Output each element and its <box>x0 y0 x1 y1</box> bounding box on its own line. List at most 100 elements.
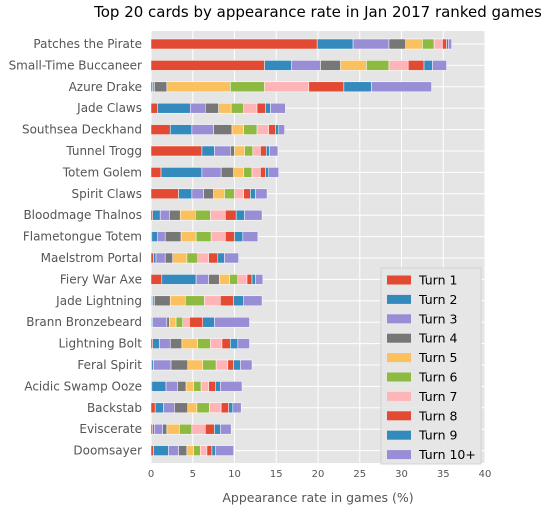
bar-segment <box>234 188 244 200</box>
x-tick-label: 0 <box>148 469 154 480</box>
bar-segment <box>185 381 194 392</box>
bar-segment <box>264 81 310 93</box>
bar-segment <box>157 231 166 242</box>
bar-segment <box>320 60 341 71</box>
bar-segment <box>256 102 266 114</box>
bar-segment <box>265 102 271 114</box>
bar-segment <box>150 445 154 456</box>
legend-swatch <box>387 275 411 285</box>
bar-segment <box>243 188 251 200</box>
bar-segment <box>234 145 245 157</box>
bar-segment <box>150 423 153 435</box>
bar-segment <box>187 359 204 371</box>
bar-segment <box>229 274 239 285</box>
bar-segment <box>405 38 423 50</box>
legend: Turn 1 Turn 2 Turn 3 Turn 4 Turn 5 Turn 6 Turn… <box>380 267 482 465</box>
bar-segment <box>186 252 199 264</box>
bar-segment <box>214 316 250 328</box>
legend-label: Turn 2 <box>418 292 457 307</box>
bar-segment <box>150 81 153 93</box>
bar-segment <box>265 167 269 178</box>
legend-swatch <box>387 450 411 460</box>
bar-segment <box>255 188 268 200</box>
bar-segment <box>217 252 225 264</box>
bar-segment <box>150 167 162 178</box>
bar-segment <box>202 359 217 371</box>
bar-segment <box>152 209 161 221</box>
bar-segment <box>172 252 188 264</box>
category-label: Acidic Swamp Ooze <box>24 379 142 393</box>
bar-segment <box>169 338 183 349</box>
bar-segment <box>352 38 390 50</box>
bar-segment <box>165 381 178 392</box>
bar-segment <box>191 423 206 435</box>
bar-segment <box>215 359 229 371</box>
bar-segment <box>448 38 452 50</box>
bar-segment <box>189 102 206 114</box>
bar-segment <box>193 445 201 456</box>
bar-segment <box>244 145 254 157</box>
bar-segment <box>195 274 209 285</box>
bar-segment <box>371 81 432 93</box>
bar-segment <box>407 60 425 71</box>
legend-label: Turn 5 <box>418 350 457 365</box>
bar-segment <box>150 124 171 135</box>
bar-segment <box>164 231 182 242</box>
x-tick-label: 25 <box>353 469 366 480</box>
bar-segment <box>215 445 234 456</box>
bar-segment <box>388 38 406 50</box>
bar-segment <box>268 124 276 135</box>
bar-segment <box>275 124 280 135</box>
category-label: Southsea Deckhand <box>22 123 142 137</box>
bar-segment <box>343 81 372 93</box>
bar-segment <box>255 274 264 285</box>
x-tick-label: 10 <box>228 469 241 480</box>
legend-swatch <box>387 372 411 382</box>
legend-swatch <box>387 353 411 363</box>
category-label: Maelstrom Portal <box>41 251 142 265</box>
bar-segment <box>227 359 234 371</box>
bar-segment <box>169 295 186 307</box>
category-label: Fiery War Axe <box>60 272 142 286</box>
bar-segment <box>179 423 193 435</box>
bar-segment <box>237 338 250 349</box>
bar-segment <box>154 402 164 414</box>
bar-segment <box>195 209 211 221</box>
bar-segment <box>244 209 263 221</box>
bar-segment <box>233 295 244 307</box>
bar-segment <box>224 188 235 200</box>
bar-segment <box>195 231 212 242</box>
bar-segment <box>182 316 190 328</box>
legend-swatch <box>387 333 411 343</box>
y-tick-labels: Patches the Pirate Small-Time Buccaneer Az… <box>9 37 143 458</box>
bar-segment <box>210 209 226 221</box>
bar-segment <box>184 295 205 307</box>
bar-segment <box>264 60 292 71</box>
bar-segment <box>169 124 193 135</box>
bar-segment <box>201 167 222 178</box>
bar-segment <box>162 423 168 435</box>
bar-segment <box>225 209 237 221</box>
category-label: Small-Time Buccaneer <box>9 58 142 72</box>
bar-segment <box>152 295 155 307</box>
category-label: Doomsayer <box>73 444 142 458</box>
bar-segment <box>230 81 265 93</box>
bar-segment <box>220 295 234 307</box>
bar-segment <box>150 252 154 264</box>
bar-segment <box>201 145 215 157</box>
bar-segment <box>243 124 258 135</box>
bar-segment <box>422 38 435 50</box>
bar-segment <box>252 145 261 157</box>
bar-segment <box>221 338 231 349</box>
bar-segment <box>243 102 258 114</box>
bar-segment <box>366 60 390 71</box>
bar-segment <box>242 231 259 242</box>
bar-segment <box>230 338 239 349</box>
bar-segment <box>150 209 153 221</box>
legend-label: Turn 6 <box>418 370 457 385</box>
bar-segment <box>155 252 166 264</box>
bar-segment <box>196 402 210 414</box>
bar-segment <box>166 423 180 435</box>
bar-segment <box>166 81 231 93</box>
bar-segment <box>161 274 197 285</box>
